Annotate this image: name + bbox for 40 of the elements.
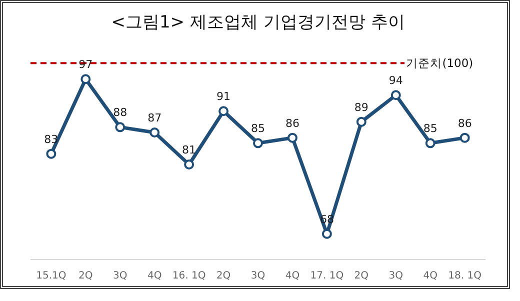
- x-tick-label: 3Q: [388, 270, 404, 282]
- x-tick-label: 2Q: [354, 270, 369, 282]
- point: [322, 228, 332, 239]
- data-label: 68: [320, 212, 334, 226]
- x-tick-label: 2Q: [78, 270, 93, 282]
- data-label: 81: [182, 144, 196, 157]
- point: [218, 106, 229, 116]
- data-label: 94: [388, 74, 403, 88]
- x-tick-label: 15.1Q: [36, 270, 66, 282]
- x-tick-label: 4Q: [147, 270, 162, 282]
- point: [115, 122, 126, 132]
- x-tick-label: 3Q: [113, 270, 128, 282]
- x-tick-label: 17. 1Q: [310, 270, 344, 282]
- data-label: 87: [148, 111, 162, 124]
- point: [150, 128, 160, 138]
- data-label: 85: [423, 122, 438, 136]
- x-tick-label: 2Q: [216, 270, 231, 282]
- point: [390, 90, 401, 100]
- point: [425, 138, 436, 148]
- data-label: 85: [251, 122, 265, 136]
- data-label: 86: [285, 116, 300, 130]
- chart-title: <그림1> 제조업체 기업경기전망 추이: [111, 12, 405, 32]
- point: [287, 132, 298, 143]
- point: [356, 116, 366, 127]
- x-tick-label: 3Q: [250, 270, 266, 282]
- data-label: 89: [354, 100, 368, 114]
- data-label: 91: [216, 90, 231, 104]
- data-label: 86: [458, 116, 472, 130]
- point: [80, 74, 91, 84]
- point: [460, 132, 470, 143]
- x-tick-label: 18. 1Q: [448, 270, 482, 282]
- x-tick-label: 4Q: [285, 270, 300, 282]
- data-label: 97: [78, 58, 93, 72]
- ref-line-label: 기준치(100): [406, 56, 474, 70]
- point: [184, 160, 194, 170]
- point: [253, 138, 263, 148]
- point: [46, 148, 56, 159]
- data-label: 88: [113, 106, 128, 120]
- x-tick-label: 4Q: [423, 270, 438, 282]
- x-tick-label: 16. 1Q: [172, 270, 206, 282]
